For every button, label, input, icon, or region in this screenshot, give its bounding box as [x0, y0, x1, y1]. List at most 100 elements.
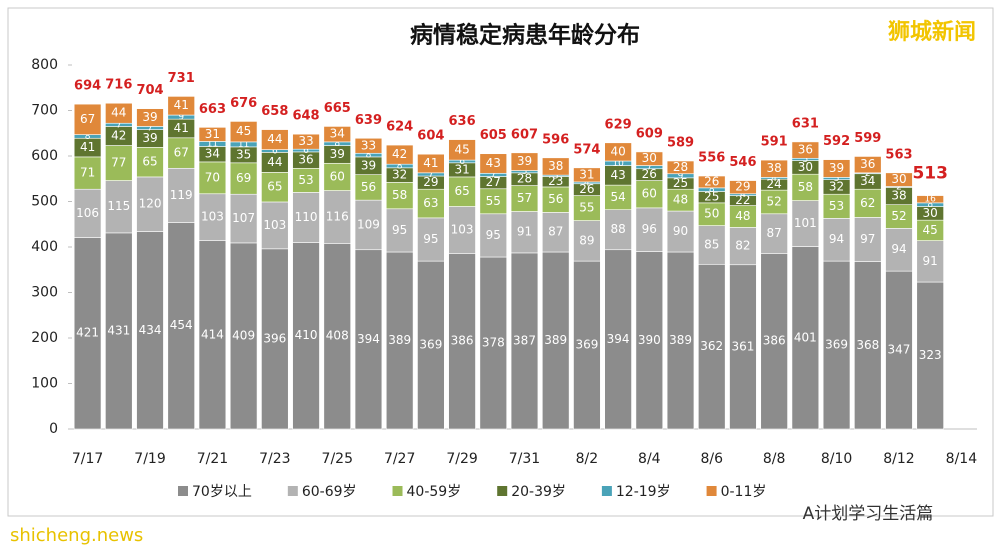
data-label: 10: [612, 159, 624, 169]
data-label: 6: [272, 146, 278, 156]
data-label: 116: [326, 209, 349, 223]
data-label: 34: [860, 174, 875, 188]
data-label: 421: [76, 326, 99, 340]
total-label: 607: [511, 127, 538, 142]
data-label: 43: [486, 156, 501, 170]
bar-segment: [448, 206, 476, 254]
total-label: 596: [542, 132, 569, 147]
x-tick-label: 7/31: [509, 451, 540, 467]
data-label: 39: [361, 158, 376, 172]
data-label: 60: [642, 187, 657, 201]
bar-segment: [885, 172, 913, 187]
x-tick-label: 7/29: [446, 451, 477, 467]
data-label: 67: [174, 146, 189, 160]
data-label: 44: [111, 106, 126, 120]
bar-segment: [292, 242, 320, 430]
total-label: 605: [480, 128, 507, 143]
data-label: 25: [704, 190, 719, 204]
bar-segment: [729, 180, 757, 195]
data-label: 60: [330, 169, 345, 183]
data-label: 434: [139, 323, 162, 337]
data-label: 41: [174, 98, 189, 112]
bar-segment: [198, 193, 227, 241]
data-label: 8: [927, 200, 933, 210]
bar-segment: [698, 263, 726, 430]
data-label: 2: [896, 182, 902, 192]
bar-segment: [604, 249, 632, 430]
total-label: 546: [729, 155, 756, 170]
data-label: 347: [888, 343, 911, 357]
total-label: 704: [136, 83, 163, 98]
total-label: 609: [636, 126, 663, 141]
total-label: 513: [912, 164, 948, 184]
data-label: 6: [303, 146, 309, 156]
data-label: 110: [295, 210, 318, 224]
data-label: 101: [794, 216, 817, 230]
bar-segment: [229, 242, 258, 430]
bar-segment: [105, 145, 133, 181]
data-label: 414: [201, 327, 224, 341]
total-label: 658: [261, 104, 288, 119]
data-label: 52: [891, 209, 906, 223]
bar-segment: [198, 240, 227, 430]
data-label: 91: [923, 254, 938, 268]
bar-segment: [417, 188, 445, 219]
total-label: 599: [854, 131, 881, 146]
bar-segment: [292, 133, 320, 150]
y-tick-label: 200: [31, 330, 58, 346]
data-label: 109: [357, 217, 380, 231]
data-label: 97: [860, 232, 875, 246]
bar-segment: [354, 174, 383, 201]
x-tick-label: 7/27: [384, 451, 415, 467]
data-label: 45: [236, 124, 251, 138]
data-label: 361: [731, 339, 754, 353]
data-label: 31: [579, 167, 594, 181]
data-label: 115: [107, 199, 130, 213]
x-tick-label: 7/25: [322, 451, 353, 467]
data-label: 410: [295, 328, 318, 342]
bar-segment: [385, 144, 414, 165]
x-tick-label: 8/8: [763, 451, 786, 467]
data-label: 2: [865, 169, 871, 179]
data-label: 7: [428, 170, 434, 180]
legend-label: 12-19岁: [616, 484, 671, 500]
bar-segment: [916, 195, 944, 204]
data-label: 53: [298, 173, 313, 187]
data-label: 95: [392, 223, 407, 237]
y-tick-label: 300: [31, 285, 58, 301]
data-label: 94: [891, 242, 906, 256]
bar-segment: [385, 251, 414, 430]
data-label: 386: [763, 334, 786, 348]
data-label: 28: [517, 172, 532, 186]
data-label: 39: [142, 131, 157, 145]
bar-segment: [261, 129, 289, 150]
data-label: 8: [334, 139, 340, 149]
bar-segment: [105, 102, 133, 124]
bar-segment: [136, 108, 164, 127]
data-label: 8: [85, 132, 91, 142]
data-label: 34: [205, 147, 220, 161]
data-label: 107: [232, 211, 255, 225]
data-label: 7: [490, 170, 496, 180]
bar-segment: [323, 126, 351, 143]
data-label: 95: [423, 232, 438, 246]
total-label: 629: [605, 117, 632, 132]
total-label: 574: [573, 142, 600, 157]
bar-segment: [635, 251, 664, 430]
total-label: 665: [324, 101, 351, 116]
bar-segment: [822, 260, 851, 430]
data-label: 52: [767, 194, 782, 208]
data-label: 7: [147, 124, 153, 134]
bar-segment: [73, 188, 102, 238]
bar-segment: [510, 252, 539, 430]
data-label: 389: [544, 333, 567, 347]
data-label: 89: [579, 233, 594, 247]
legend-swatch: [497, 486, 508, 496]
bar-segment: [323, 243, 351, 430]
bar-segment: [167, 96, 195, 116]
bar-segment: [354, 249, 383, 430]
data-label: 44: [267, 155, 282, 169]
data-label: 38: [767, 161, 782, 175]
data-label: 48: [735, 209, 750, 223]
plot: 01002003004005006007008007/1742110671418…: [31, 57, 977, 500]
